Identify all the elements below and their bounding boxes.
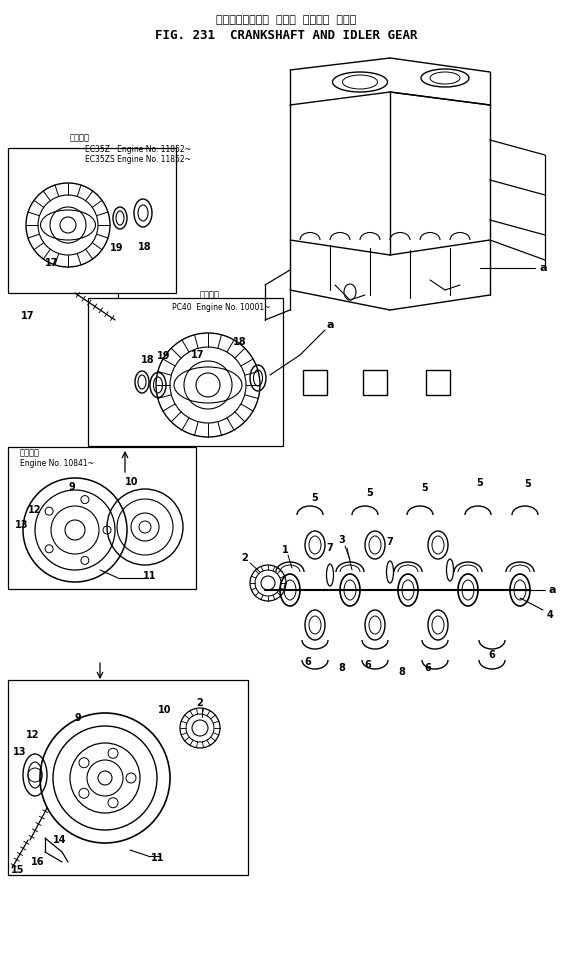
Text: 8: 8 bbox=[399, 667, 406, 677]
Text: 9: 9 bbox=[69, 482, 76, 492]
Text: 6: 6 bbox=[488, 650, 495, 660]
Text: 11: 11 bbox=[151, 853, 165, 863]
Text: 18: 18 bbox=[141, 355, 155, 365]
Text: クランクシャフト  および  アイドラ  ギヤー: クランクシャフト および アイドラ ギヤー bbox=[216, 15, 356, 25]
Text: 6: 6 bbox=[364, 660, 371, 670]
Text: a: a bbox=[539, 263, 547, 273]
Text: 12: 12 bbox=[28, 505, 42, 515]
Text: EC35Z   Engine No. 11852~: EC35Z Engine No. 11852~ bbox=[85, 145, 191, 155]
Text: 12: 12 bbox=[26, 730, 39, 740]
Text: 10: 10 bbox=[158, 705, 172, 715]
Text: 16: 16 bbox=[31, 857, 45, 867]
Text: 6: 6 bbox=[424, 663, 431, 673]
Text: 4: 4 bbox=[547, 610, 553, 620]
Text: 7: 7 bbox=[327, 543, 333, 553]
Text: EC35ZS Engine No. 11852~: EC35ZS Engine No. 11852~ bbox=[85, 156, 191, 164]
Text: 2: 2 bbox=[241, 553, 248, 563]
Text: 5: 5 bbox=[525, 479, 531, 489]
Text: 13: 13 bbox=[13, 747, 27, 757]
Text: 17: 17 bbox=[45, 258, 59, 268]
Text: a: a bbox=[548, 585, 556, 595]
Text: 11: 11 bbox=[143, 571, 157, 581]
Text: 5: 5 bbox=[312, 493, 319, 503]
Bar bbox=[8, 148, 176, 293]
Text: 3: 3 bbox=[339, 535, 345, 545]
Bar bbox=[8, 447, 196, 589]
Text: 7: 7 bbox=[387, 537, 394, 547]
Bar bbox=[88, 298, 283, 446]
Text: 18: 18 bbox=[233, 337, 247, 347]
Text: 19: 19 bbox=[157, 351, 171, 361]
Text: 1: 1 bbox=[281, 545, 288, 555]
Text: Engine No. 10841~: Engine No. 10841~ bbox=[20, 459, 94, 469]
Text: 適用番号: 適用番号 bbox=[200, 290, 220, 300]
Text: 6: 6 bbox=[305, 657, 311, 667]
Text: 13: 13 bbox=[15, 520, 29, 530]
Text: 9: 9 bbox=[74, 713, 81, 723]
Text: 19: 19 bbox=[110, 243, 124, 253]
Text: 17: 17 bbox=[191, 350, 205, 360]
Text: PC40  Engine No. 10001~: PC40 Engine No. 10001~ bbox=[172, 303, 271, 311]
Text: 14: 14 bbox=[53, 835, 67, 845]
Text: 5: 5 bbox=[476, 478, 483, 488]
Text: a: a bbox=[326, 320, 333, 330]
Text: 15: 15 bbox=[11, 865, 25, 875]
Text: 5: 5 bbox=[422, 483, 428, 493]
Text: 17: 17 bbox=[21, 311, 35, 321]
Text: 18: 18 bbox=[138, 242, 152, 252]
Text: 2: 2 bbox=[197, 698, 204, 708]
Text: 適用番号: 適用番号 bbox=[70, 134, 90, 142]
Text: 5: 5 bbox=[367, 488, 374, 498]
Text: 適用番号: 適用番号 bbox=[20, 449, 40, 457]
Text: FIG. 231  CRANKSHAFT AND IDLER GEAR: FIG. 231 CRANKSHAFT AND IDLER GEAR bbox=[155, 30, 417, 43]
Text: 8: 8 bbox=[339, 663, 345, 673]
Text: 10: 10 bbox=[125, 477, 139, 487]
Bar bbox=[8, 680, 248, 875]
